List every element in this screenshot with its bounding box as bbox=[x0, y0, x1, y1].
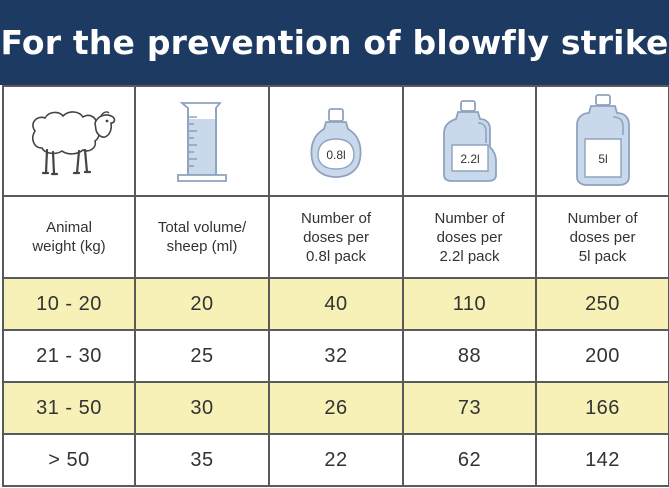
header-line: Number of bbox=[300, 209, 372, 227]
cell-doses-0.8l: 40 bbox=[268, 277, 404, 331]
bottle-2.2l-icon-cell: 2.2l bbox=[402, 85, 537, 197]
cell-doses-2.2l: 62 bbox=[402, 433, 537, 487]
table-row: 21 - 30 25 32 88 200 bbox=[2, 329, 669, 383]
cell-animal-weight: 10 - 20 bbox=[2, 277, 136, 331]
icon-row: 0.8l 2.2l bbox=[2, 85, 669, 197]
table-row: 31 - 50 30 26 73 166 bbox=[2, 381, 669, 435]
cell-total-volume: 25 bbox=[134, 329, 270, 383]
header-line: doses per bbox=[436, 228, 503, 246]
column-header-doses-5l: Number of doses per 5l pack bbox=[535, 195, 669, 279]
header-row: Animal weight (kg) Total volume/ sheep (… bbox=[2, 195, 669, 279]
table-row: > 50 35 22 62 142 bbox=[2, 433, 669, 487]
bottle-5l-icon-cell: 5l bbox=[535, 85, 669, 197]
header-line: weight (kg) bbox=[32, 238, 106, 255]
cell-doses-5l: 142 bbox=[535, 433, 669, 487]
header-line: 5l pack bbox=[578, 247, 627, 265]
cell-animal-weight: 31 - 50 bbox=[2, 381, 136, 435]
sheep-icon bbox=[32, 111, 116, 176]
table-row: 10 - 20 20 40 110 250 bbox=[2, 277, 669, 331]
measuring-cylinder-icon bbox=[177, 102, 227, 182]
cell-animal-weight: > 50 bbox=[2, 433, 136, 487]
cell-doses-0.8l: 32 bbox=[268, 329, 404, 383]
column-header-animal-weight: Animal weight (kg) bbox=[2, 195, 136, 279]
header-line: sheep (ml) bbox=[166, 238, 238, 255]
cell-doses-2.2l: 88 bbox=[402, 329, 537, 383]
header-line: Number of bbox=[567, 209, 638, 227]
bottle-5l-icon: 5l bbox=[575, 94, 630, 186]
cell-doses-5l: 250 bbox=[535, 277, 669, 331]
cell-doses-2.2l: 110 bbox=[402, 277, 537, 331]
header-line: 2.2l pack bbox=[439, 247, 500, 265]
bottle-0.8l-icon-cell: 0.8l bbox=[268, 85, 404, 197]
cell-doses-5l: 166 bbox=[535, 381, 669, 435]
cell-animal-weight: 21 - 30 bbox=[2, 329, 136, 383]
bottle-5l-label: 5l bbox=[598, 152, 607, 166]
cell-doses-0.8l: 26 bbox=[268, 381, 404, 435]
measuring-cylinder-icon-cell bbox=[134, 85, 270, 197]
bottle-2.2l-label: 2.2l bbox=[460, 152, 479, 166]
dosage-table: 0.8l 2.2l bbox=[2, 85, 669, 487]
cell-total-volume: 35 bbox=[134, 433, 270, 487]
cell-doses-0.8l: 22 bbox=[268, 433, 404, 487]
column-header-doses-0.8l: Number of doses per 0.8l pack bbox=[268, 195, 404, 279]
column-header-total-volume: Total volume/ sheep (ml) bbox=[134, 195, 270, 279]
header-line: 0.8l pack bbox=[305, 247, 367, 265]
sheep-icon-cell bbox=[2, 85, 136, 197]
bottle-0.8l-icon: 0.8l bbox=[310, 108, 362, 178]
header-line: doses per bbox=[569, 228, 636, 246]
header-line: Total volume/ bbox=[157, 219, 247, 236]
bottle-0.8l-label: 0.8l bbox=[326, 148, 345, 162]
bottle-2.2l-icon: 2.2l bbox=[442, 100, 497, 182]
chart-title: For the prevention of blowfly strike bbox=[0, 0, 669, 85]
cell-total-volume: 20 bbox=[134, 277, 270, 331]
header-line: doses per bbox=[303, 228, 369, 246]
header-line: Number of bbox=[434, 209, 505, 227]
header-line: Animal bbox=[46, 219, 92, 236]
cell-doses-2.2l: 73 bbox=[402, 381, 537, 435]
cell-total-volume: 30 bbox=[134, 381, 270, 435]
cell-doses-5l: 200 bbox=[535, 329, 669, 383]
column-header-doses-2.2l: Number of doses per 2.2l pack bbox=[402, 195, 537, 279]
